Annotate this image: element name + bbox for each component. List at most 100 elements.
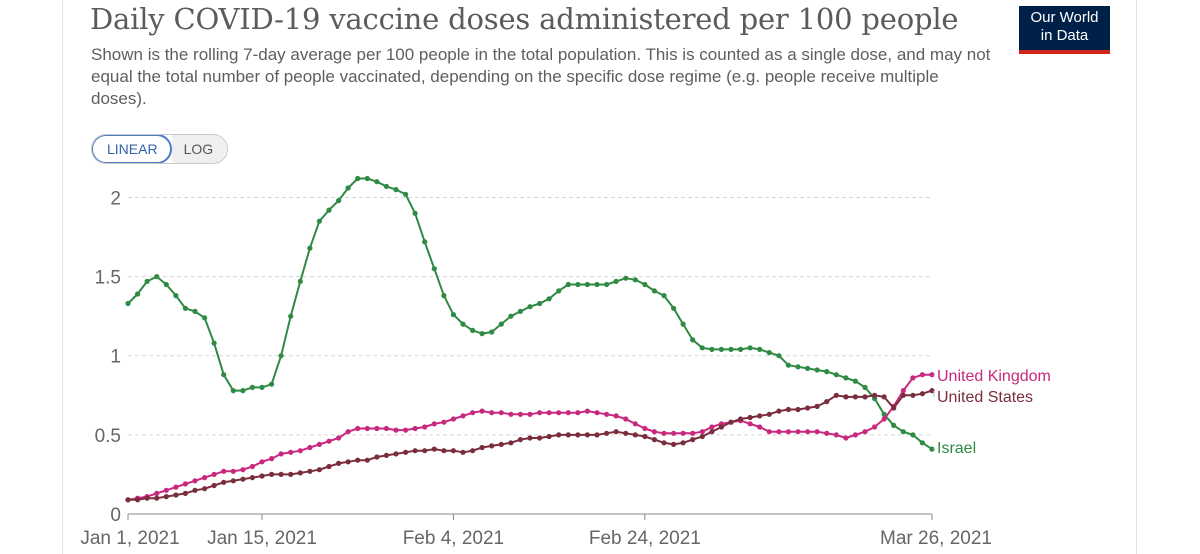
data-point-united-states [900,392,906,398]
data-point-israel [546,296,552,302]
data-point-united-states [728,419,734,425]
linear-scale-button[interactable]: LINEAR [92,135,172,163]
data-point-israel [403,191,409,197]
data-point-united-states [182,490,188,496]
data-point-israel [728,346,734,352]
data-point-united-kingdom [537,410,543,416]
data-point-israel [460,321,466,327]
data-point-israel [489,329,495,335]
data-point-united-states [671,441,677,447]
data-point-israel [202,315,208,321]
data-point-israel [584,281,591,288]
data-point-israel [680,321,686,327]
data-point-united-kingdom [747,421,753,427]
data-point-united-states [269,471,275,477]
data-point-united-states [814,403,820,409]
data-point-united-kingdom [872,424,878,430]
data-point-israel [259,384,265,390]
data-point-israel [623,275,629,281]
series-israel [125,175,935,452]
data-point-united-states [249,475,255,481]
data-point-israel [651,288,658,294]
data-point-israel [517,308,524,314]
data-point-united-kingdom [450,416,456,422]
data-point-united-states [307,468,313,474]
data-point-israel [297,278,303,284]
data-point-united-states [680,440,686,446]
data-point-united-kingdom [479,408,485,414]
data-point-united-states [508,440,514,446]
data-point-united-states [537,435,543,441]
data-point-united-states [412,448,418,454]
data-point-united-kingdom [498,410,504,416]
data-point-israel [345,185,351,191]
data-point-united-states [862,394,868,400]
data-point-united-kingdom [623,416,629,422]
data-point-united-states [173,492,179,498]
data-point-united-states [460,449,466,455]
data-point-united-kingdom [221,468,227,474]
data-point-united-kingdom [336,435,342,441]
data-point-israel [412,210,418,216]
data-point-israel [565,281,571,288]
data-point-united-kingdom [862,429,868,435]
data-point-united-states [623,430,629,436]
data-point-israel [307,245,313,251]
data-point-united-kingdom [709,424,715,430]
data-point-united-states [422,448,428,454]
data-point-united-states [709,429,715,435]
data-point-united-kingdom [345,429,351,435]
data-point-israel [527,304,533,310]
data-point-united-kingdom [910,375,916,381]
series-line-united-states [128,389,933,501]
data-point-israel [422,239,428,245]
data-point-israel [173,293,179,299]
data-point-united-states [575,432,581,438]
data-point-israel [441,293,447,299]
data-point-israel [288,313,294,319]
data-point-united-kingdom [269,456,275,462]
data-point-united-kingdom [249,463,255,470]
data-point-united-kingdom [489,410,495,416]
data-point-united-states [699,433,705,440]
x-tick-label: Jan 15, 2021 [207,528,317,549]
data-point-united-states [135,497,141,503]
data-point-united-states [805,405,811,411]
data-point-united-states [144,495,150,501]
data-point-united-states [661,440,667,446]
data-point-united-kingdom [460,413,466,419]
data-point-united-kingdom [690,430,696,436]
data-point-israel [852,378,859,384]
series-label-united-kingdom: United Kingdom [937,368,1051,385]
data-point-israel [221,372,227,378]
data-point-israel [785,362,792,368]
data-point-israel [240,388,246,394]
data-point-israel [431,266,437,272]
data-point-israel [604,281,610,288]
data-point-united-kingdom [403,427,409,433]
data-point-united-kingdom [824,430,830,436]
data-point-israel [508,313,514,319]
data-point-israel [613,278,619,284]
data-point-united-kingdom [202,475,208,481]
data-point-united-kingdom [240,467,246,473]
data-point-united-states [202,486,208,492]
data-point-israel [718,346,725,352]
data-point-united-states [852,394,859,400]
data-point-united-kingdom [757,424,763,430]
owid-logo[interactable]: Our World in Data [1019,6,1110,54]
data-point-united-states [383,452,389,458]
data-point-united-states [881,394,887,400]
data-point-united-states [833,392,839,398]
data-point-united-kingdom [230,468,236,474]
data-point-united-kingdom [393,427,399,433]
data-point-united-kingdom [154,490,160,496]
data-point-israel [891,422,897,428]
data-point-united-kingdom [814,429,820,435]
data-point-united-kingdom [422,424,428,430]
data-point-united-kingdom [412,425,418,432]
data-point-united-kingdom [661,430,667,436]
log-scale-button[interactable]: LOG [171,135,228,163]
data-point-united-kingdom [900,388,906,394]
